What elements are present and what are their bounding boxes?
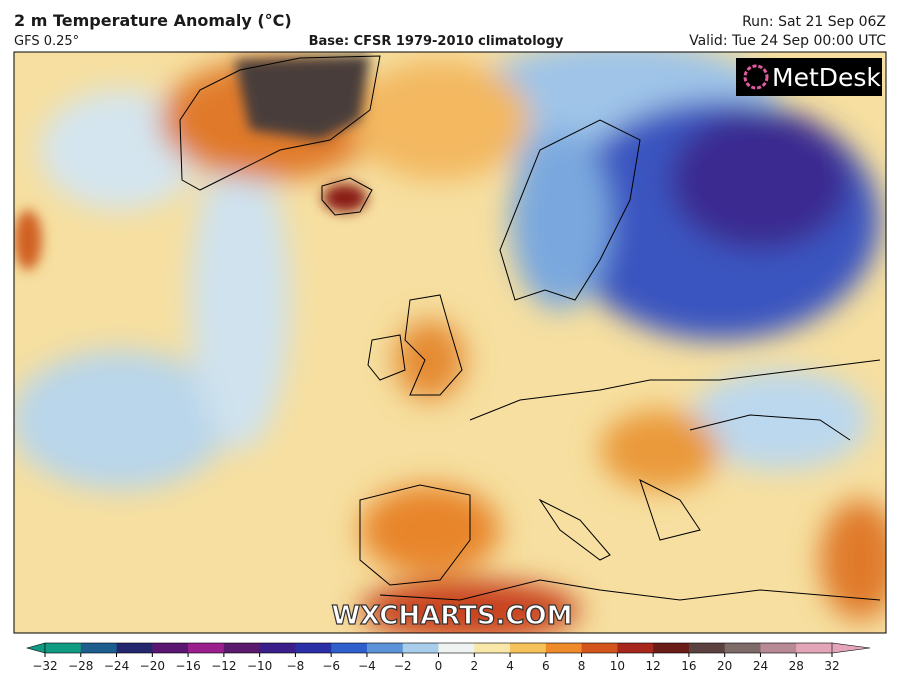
watermark: WXCHARTS.COM <box>331 601 572 631</box>
colorbar-segment <box>581 643 618 653</box>
colorbar: −32 −28 −24 −20 −16 −12 −10 −8 −6 −4 −2 0 2 4 6 8 10 12 16… <box>25 642 871 673</box>
colorbar-tick-label: −2 <box>394 659 412 673</box>
colorbar-segment <box>116 643 153 653</box>
colorbar-segment <box>545 643 583 653</box>
base: Base: CFSR 1979-2010 climatology <box>309 34 564 49</box>
coastlines <box>179 55 881 601</box>
colorbar-segment <box>653 643 690 653</box>
colorbar-tick-label: −10 <box>247 659 272 673</box>
map: MetDesk WXCHARTS.COM <box>14 52 886 633</box>
logo-icon <box>743 64 769 90</box>
colorbar-tick-label: −4 <box>358 659 376 673</box>
logo-text: MetDesk <box>772 63 881 92</box>
run: Run: Sat 21 Sep 06Z <box>742 14 886 30</box>
colorbar-segment <box>152 643 189 653</box>
colorbar-segment <box>331 643 368 653</box>
colorbar-tick-label: 20 <box>717 659 732 673</box>
colorbar-segment <box>796 643 833 653</box>
colorbar-segment <box>366 643 404 653</box>
colorbar-segment <box>259 643 296 653</box>
colorbar-tick-label: 10 <box>610 659 625 673</box>
colorbar-segment <box>724 643 761 653</box>
anomaly-field <box>14 52 886 633</box>
colorbar-tick-label: 8 <box>578 659 586 673</box>
colorbar-end <box>831 642 871 654</box>
colorbar-tick-label: 16 <box>681 659 696 673</box>
colorbar-tick-label: −24 <box>104 659 129 673</box>
colorbar-segment <box>80 643 118 653</box>
colorbar-segment <box>223 643 261 653</box>
colorbar-tick-label: −8 <box>287 659 305 673</box>
colorbar-segment <box>688 643 726 653</box>
colorbar-tick-label: −16 <box>175 659 200 673</box>
colorbar-tick-label: −32 <box>32 659 57 673</box>
logo-box <box>736 58 882 96</box>
colorbar-segment <box>295 643 332 653</box>
colorbar-tick-label: 32 <box>824 659 839 673</box>
colorbar-tick-label: −28 <box>68 659 93 673</box>
colorbar-tick-label: −20 <box>140 659 165 673</box>
map-frame <box>13 51 887 634</box>
colorbar-tick-label: 2 <box>470 659 478 673</box>
colorbar-segment <box>510 643 547 653</box>
colorbar-segment <box>760 643 797 653</box>
colorbar-segment <box>188 643 225 653</box>
colorbar-tick-label: 28 <box>789 659 804 673</box>
colorbar-tick-label: 12 <box>645 659 660 673</box>
colorbar-end <box>25 642 46 654</box>
colorbar-tick-label: −6 <box>322 659 340 673</box>
colorbar-segment <box>438 643 475 653</box>
colorbar-tick-label: 4 <box>506 659 514 673</box>
valid: Valid: Tue 24 Sep 00:00 UTC <box>689 33 886 49</box>
colorbar-segment <box>617 643 654 653</box>
colorbar-tick-label: 6 <box>542 659 550 673</box>
colorbar-segment <box>45 643 82 653</box>
colorbar-segment <box>402 643 439 653</box>
anomaly-hotspots <box>14 55 370 270</box>
model: GFS 0.25° <box>14 34 79 49</box>
colorbar-tick-label: 24 <box>753 659 768 673</box>
colorbar-tick-label: 0 <box>435 659 443 673</box>
colorbar-tick-label: −12 <box>211 659 236 673</box>
title: 2 m Temperature Anomaly (°C) <box>14 11 292 30</box>
colorbar-segment <box>474 643 511 653</box>
